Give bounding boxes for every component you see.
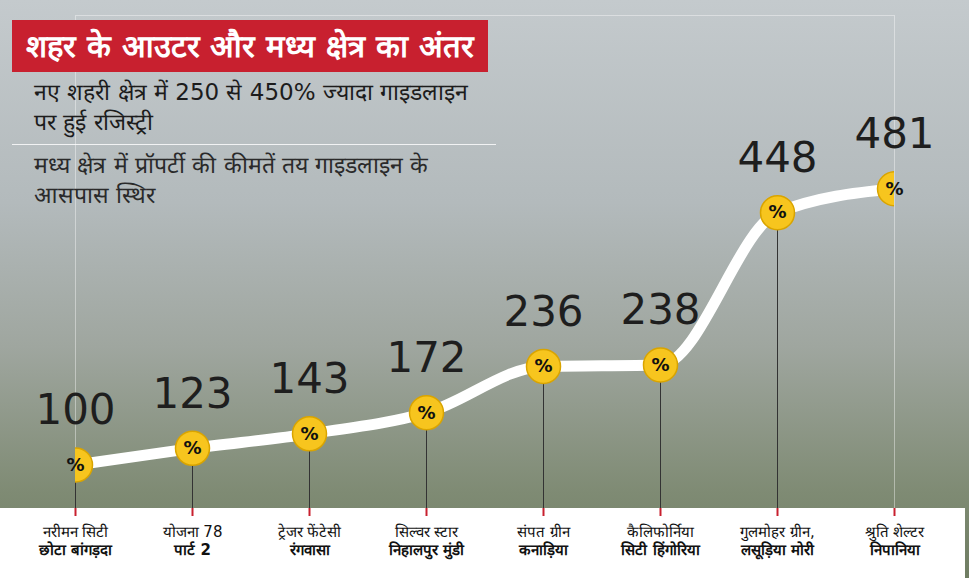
svg-text:143: 143 <box>269 354 349 403</box>
svg-text:%: % <box>183 437 201 458</box>
svg-text:योजना 78पार्ट 2: योजना 78पार्ट 2 <box>163 523 223 559</box>
svg-text:श्रुति शेल्टरनिपानिया: श्रुति शेल्टरनिपानिया <box>865 523 926 559</box>
svg-text:%: % <box>651 354 669 375</box>
svg-text:%: % <box>300 423 318 444</box>
svg-text:सिल्वर स्टारनिहालपुर मुंडी: सिल्वर स्टारनिहालपुर मुंडी <box>388 523 465 560</box>
svg-text:%: % <box>534 355 552 376</box>
svg-text:236: 236 <box>503 287 583 336</box>
svg-text:481: 481 <box>854 109 934 158</box>
html-text:नए शहरी क्षेत्र में 250 से 450: नए शहरी क्षेत्र में 250 से 450% ज्यादा ग… <box>34 79 469 136</box>
svg-text:संपत ग्रीनकनाड़िया: संपत ग्रीनकनाड़िया <box>517 523 571 559</box>
html-text:शहर के आउटर और मध्य क्षेत्र का: शहर के आउटर और मध्य क्षेत्र का अंतर <box>26 28 474 64</box>
svg-text:%: % <box>768 201 786 222</box>
svg-text:%: % <box>66 454 84 475</box>
svg-text:कैलिफोर्नियासिटी हिंगोरिया: कैलिफोर्नियासिटी हिंगोरिया <box>620 523 700 559</box>
svg-text:गुलमोहर ग्रीन,लसूड़िया मोरी: गुलमोहर ग्रीन,लसूड़िया मोरी <box>740 523 815 560</box>
html-text:मध्य क्षेत्र में प्रॉपर्टी की: मध्य क्षेत्र में प्रॉपर्टी की कीमतें तय … <box>34 152 429 208</box>
svg-text:172: 172 <box>386 333 466 382</box>
svg-text:%: % <box>885 178 903 199</box>
svg-text:100: 100 <box>35 385 115 434</box>
svg-text:ट्रेजर फेंटेसीरंगवासा: ट्रेजर फेंटेसीरंगवासा <box>278 523 343 559</box>
svg-text:448: 448 <box>737 133 817 182</box>
svg-text:238: 238 <box>620 285 700 334</box>
svg-text:123: 123 <box>152 369 232 418</box>
svg-text:%: % <box>417 402 435 423</box>
svg-text:नरीमन सिटीछोटा बांगड़दा: नरीमन सिटीछोटा बांगड़दा <box>38 523 113 559</box>
